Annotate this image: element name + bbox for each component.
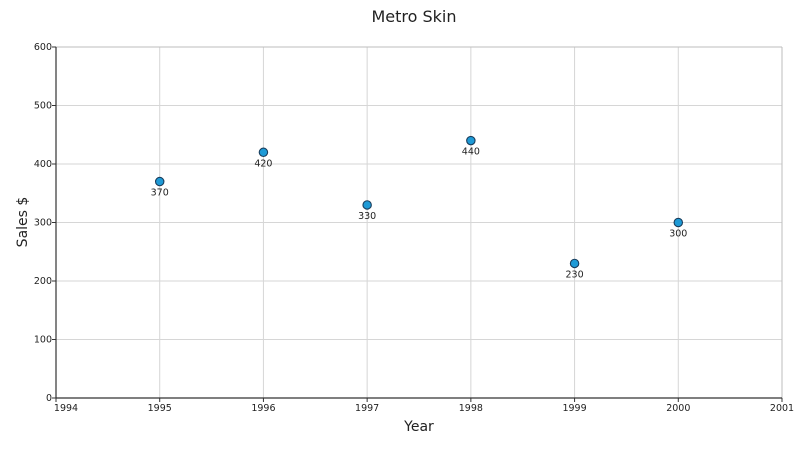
x-tick-label: 1997 <box>355 403 379 414</box>
data-label: 330 <box>358 211 376 222</box>
x-tick-label: 1998 <box>459 403 483 414</box>
data-point[interactable] <box>466 135 476 146</box>
x-tick-label: 1996 <box>251 403 275 414</box>
data-points: 370 420 330 440 230 300 <box>151 135 687 280</box>
data-point[interactable] <box>362 200 372 210</box>
tick-labels: 0 100 200 300 400 500 600 1994 1995 1996 1997 1998 1… <box>34 42 794 414</box>
x-tick-label: 2001 <box>770 403 794 414</box>
y-tick-label: 600 <box>34 42 52 53</box>
x-tick-label: 1995 <box>148 403 172 414</box>
data-point[interactable] <box>258 147 269 158</box>
data-label: 370 <box>151 188 169 199</box>
y-tick-label: 100 <box>34 335 52 346</box>
y-axis-title: Sales $ <box>15 197 31 248</box>
x-tick-label: 1994 <box>54 403 78 414</box>
y-tick-label: 500 <box>34 101 52 112</box>
x-axis-title: Year <box>403 419 434 435</box>
grid <box>56 46 783 398</box>
y-tick-label: 300 <box>34 218 52 229</box>
x-tick-label: 1999 <box>562 403 586 414</box>
data-point[interactable] <box>569 258 580 269</box>
chart-title: Metro Skin <box>371 7 456 26</box>
axes <box>52 46 783 402</box>
y-tick-label: 400 <box>34 159 52 170</box>
data-label: 300 <box>669 229 687 240</box>
y-tick-label: 0 <box>46 393 52 404</box>
y-tick-label: 200 <box>34 276 52 287</box>
data-label: 230 <box>566 269 584 280</box>
x-tick-label: 2000 <box>666 403 690 414</box>
data-point[interactable] <box>673 217 684 228</box>
data-point[interactable] <box>154 176 165 187</box>
data-label: 440 <box>462 147 480 158</box>
data-label: 420 <box>254 158 272 169</box>
